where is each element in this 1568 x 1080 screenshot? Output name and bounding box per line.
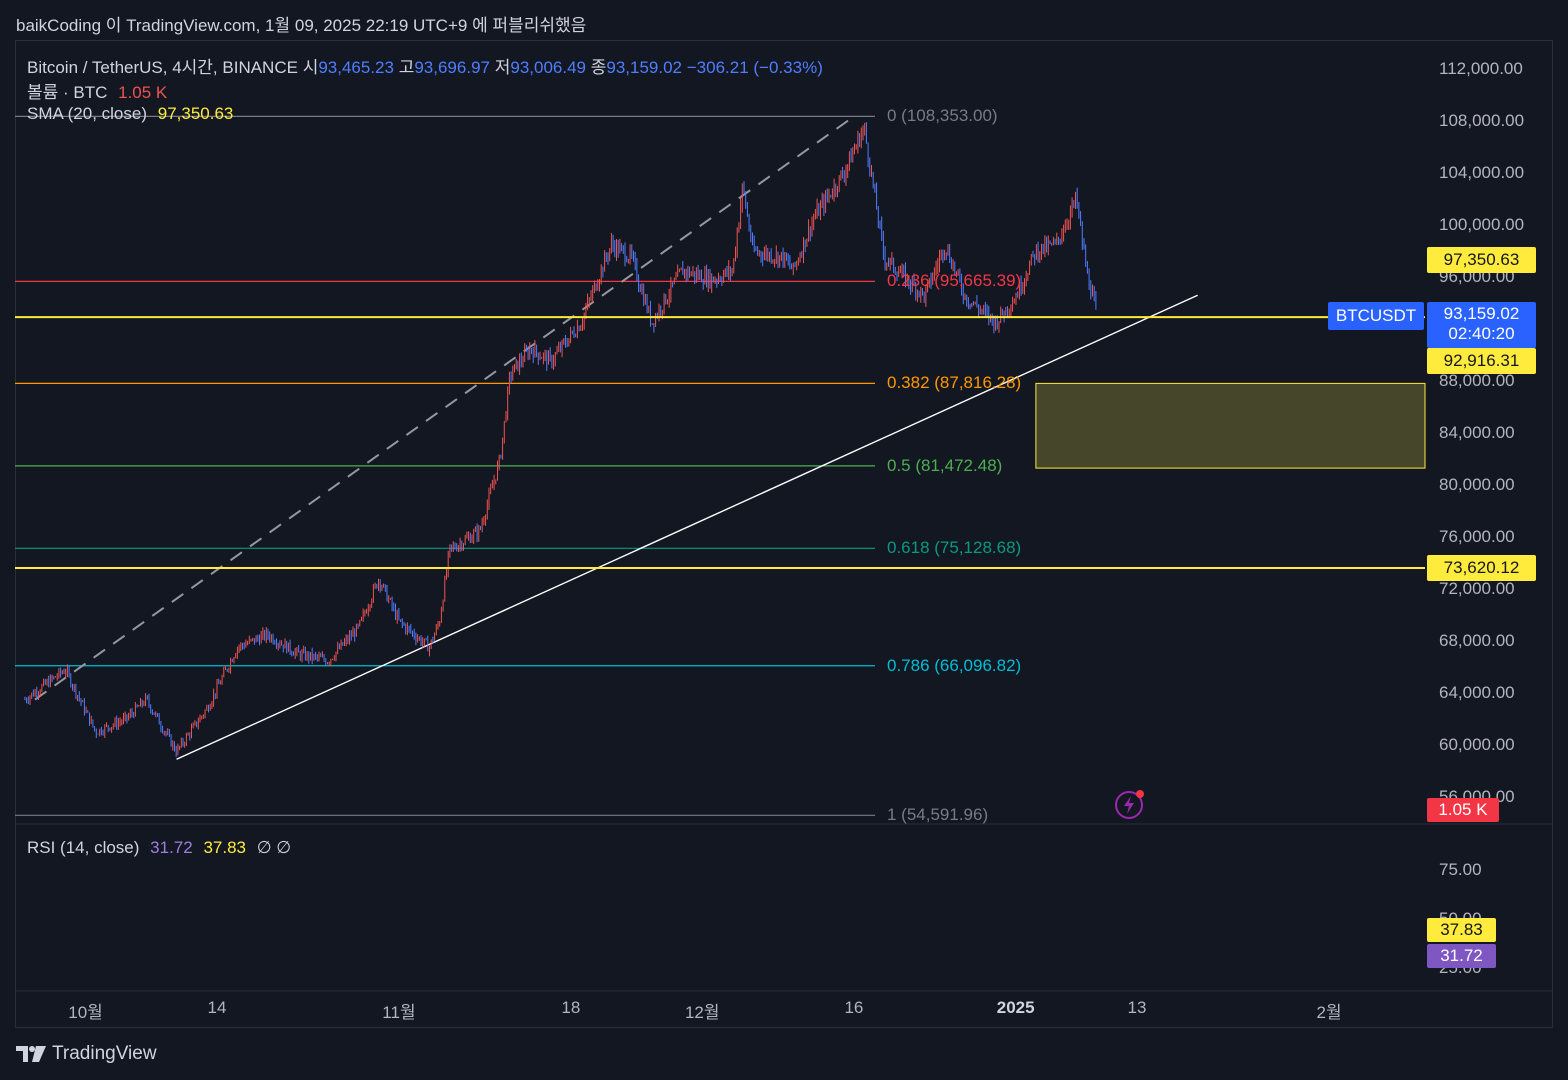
last-price-tag: 93,159.02 02:40:20	[1427, 302, 1536, 348]
time-tick-label: 10월	[68, 1003, 103, 1022]
tradingview-logo[interactable]: TradingView	[16, 1043, 157, 1065]
price-tick-label: 84,000.00	[1439, 423, 1515, 442]
rsi-label[interactable]: RSI (14, close)	[27, 838, 140, 857]
brand-name: TradingView	[52, 1043, 157, 1064]
rsi-legend: RSI (14, close) 31.72 37.83 ∅ ∅	[27, 838, 291, 858]
price-tick-label: 80,000.00	[1439, 475, 1515, 494]
publish-header: baikCoding 이 TradingView.com, 1월 09, 202…	[16, 16, 587, 35]
fib-label-0-618: 0.618 (75,128.68)	[887, 538, 1022, 558]
rsi-ma-tag: 37.83	[1427, 918, 1496, 942]
price-tick-label: 68,000.00	[1439, 631, 1515, 650]
sma-price-tag: 97,350.63	[1427, 247, 1536, 273]
rsi-ma-value: 37.83	[203, 838, 246, 857]
price-tick-label: 104,000.00	[1439, 163, 1525, 182]
symbol-name[interactable]: Bitcoin / TetherUS, 4시간, BINANCE	[27, 58, 298, 77]
price-tick-label: 60,000.00	[1439, 735, 1515, 754]
fib-label-0-5: 0.5 (81,472.48)	[887, 455, 1003, 475]
demand-zone	[1035, 382, 1426, 469]
high-value: 93,696.97	[414, 58, 490, 77]
volume-legend: 볼륨 · BTC 1.05 K	[27, 78, 167, 103]
chart-frame[interactable]	[15, 40, 1553, 1028]
time-tick-label: 2월	[1316, 1003, 1342, 1022]
sma-legend: SMA (20, close) 97,350.63	[27, 104, 233, 124]
time-tick-label: 12월	[684, 1003, 720, 1022]
volume-value: 1.05 K	[118, 83, 168, 102]
time-tick-label: 13	[1127, 998, 1147, 1017]
open-label: 시	[302, 58, 319, 77]
price-tick-label: 76,000.00	[1439, 527, 1515, 546]
lightning-icon[interactable]	[1113, 788, 1145, 820]
price-tick-label: 64,000.00	[1439, 683, 1515, 702]
rsi-tick-label: 75.00	[1439, 860, 1482, 879]
close-label: 종	[590, 58, 607, 77]
fib-trend-line	[34, 115, 855, 701]
high-label: 고	[398, 58, 415, 77]
fib-label-0-236: 0.236 (95,665.39)	[887, 271, 1022, 291]
time-tick-label: 14	[207, 998, 227, 1017]
tradingview-logo-icon	[16, 1046, 46, 1062]
time-tick-label: 11월	[382, 1003, 416, 1022]
rsi-value: 31.72	[150, 838, 193, 857]
low-label: 저	[494, 58, 511, 77]
price-tick-label: 88,000.00	[1439, 371, 1515, 390]
price-tick-label: 100,000.00	[1439, 215, 1525, 234]
bar-countdown: 02:40:20	[1448, 324, 1515, 343]
fib-label-1: 1 (54,591.96)	[887, 805, 989, 825]
price-tick-label: 112,000.00	[1439, 59, 1523, 78]
price-tick-label: 72,000.00	[1439, 579, 1515, 598]
level-tag-upper: 92,916.31	[1427, 348, 1536, 374]
time-tick-label: 16	[844, 998, 864, 1017]
level-tag-lower: 73,620.12	[1427, 555, 1536, 581]
change-value: −306.21 (−0.33%)	[686, 58, 823, 77]
fib-label-0-382: 0.382 (87,816.28)	[887, 373, 1022, 393]
symbol-tag: BTCUSDT	[1328, 302, 1424, 330]
volume-tag: 1.05 K	[1427, 798, 1499, 822]
sma-label[interactable]: SMA (20, close)	[27, 104, 147, 123]
fib-label-0: 0 (108,353.00)	[887, 106, 998, 126]
time-tick-label: 18	[561, 998, 581, 1017]
rsi-extra: ∅ ∅	[256, 838, 292, 857]
close-value: 93,159.02	[606, 58, 683, 77]
low-value: 93,006.49	[510, 58, 586, 77]
volume-label[interactable]: 볼륨 · BTC	[27, 83, 108, 102]
time-tick-label: 2025	[996, 998, 1035, 1017]
fib-label-0-786: 0.786 (66,096.82)	[887, 655, 1022, 675]
rsi-tag: 31.72	[1427, 944, 1496, 968]
sma-value: 97,350.63	[157, 104, 234, 123]
open-value: 93,465.23	[318, 58, 394, 77]
symbol-legend: Bitcoin / TetherUS, 4시간, BINANCE 시93,465…	[27, 53, 823, 78]
price-tick-label: 108,000.00	[1439, 111, 1525, 130]
last-price: 93,159.02	[1443, 304, 1520, 323]
support-trendline	[176, 294, 1198, 760]
